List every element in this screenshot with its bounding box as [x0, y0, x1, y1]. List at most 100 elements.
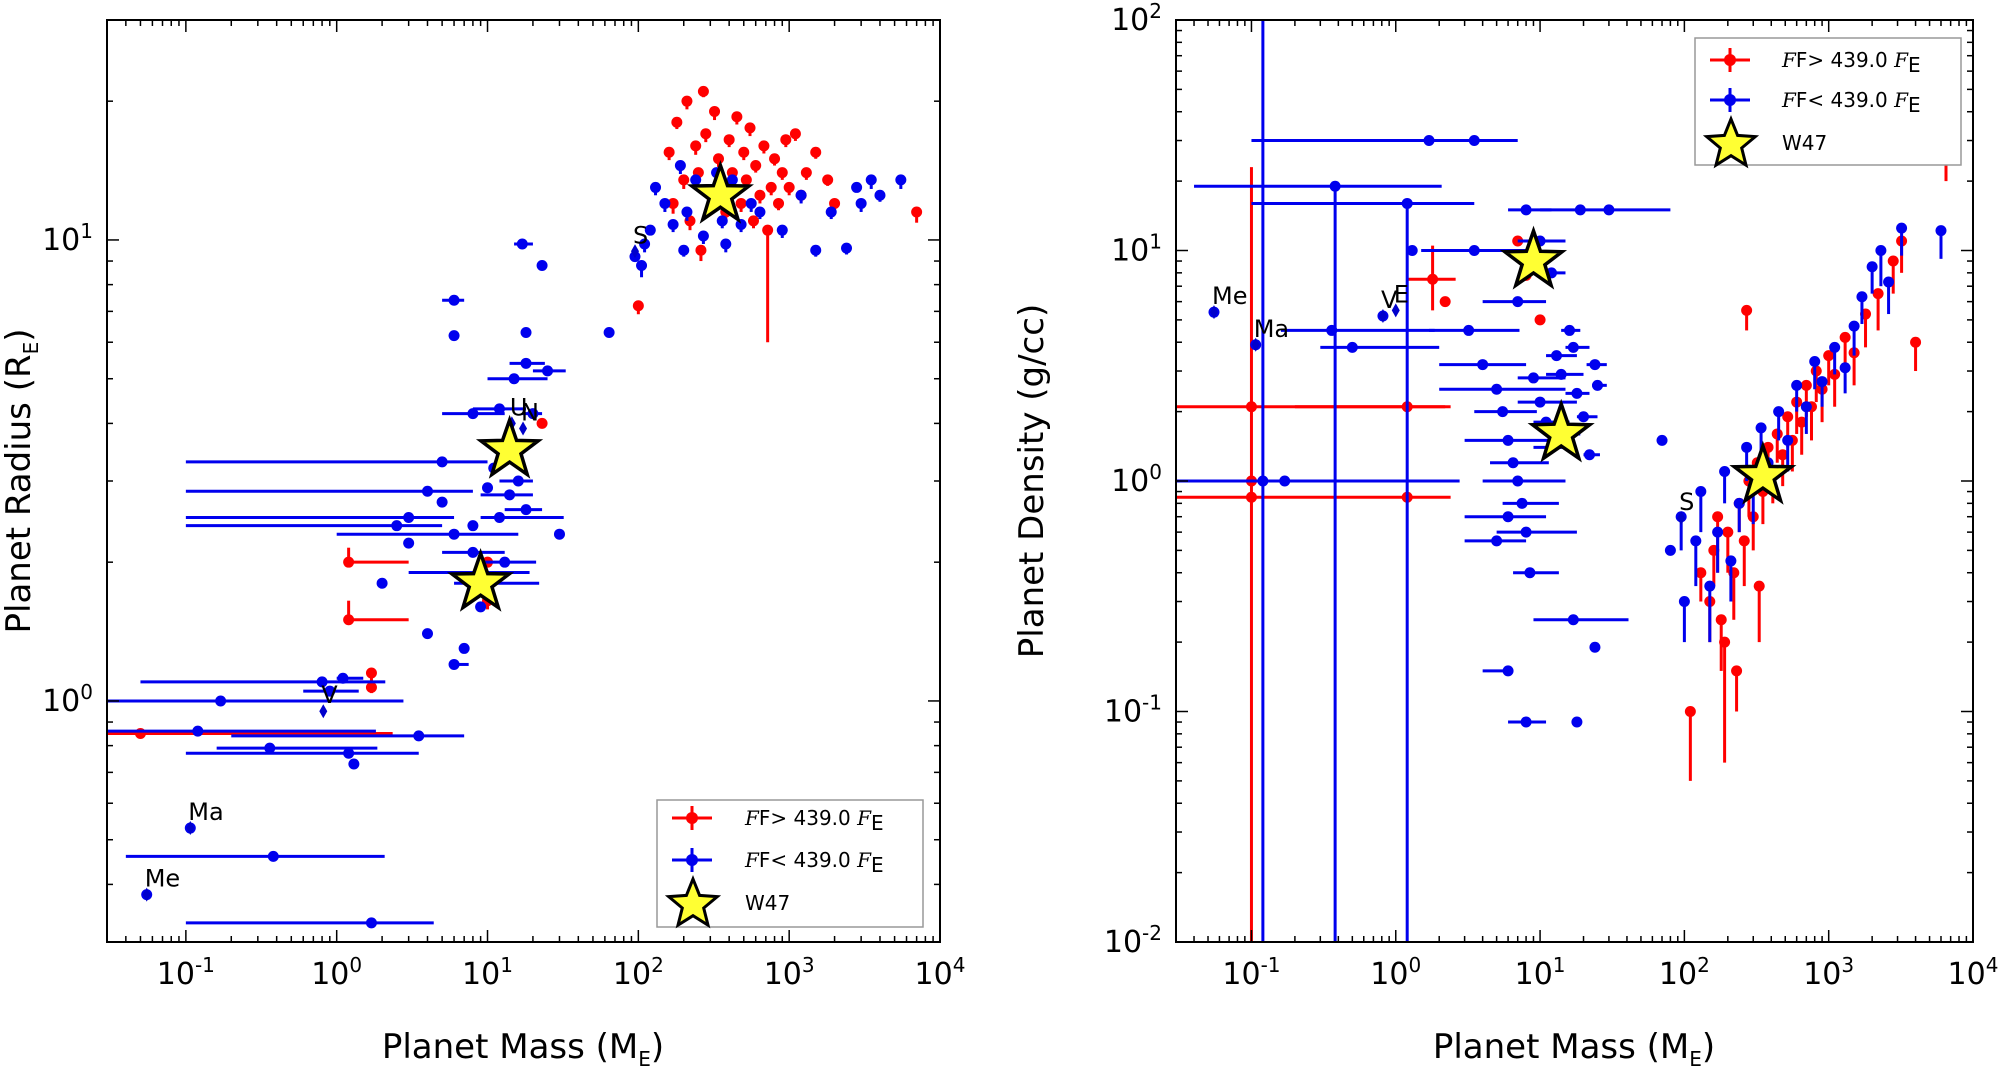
radius-point-cool-27 [442, 408, 505, 420]
density-point-cool-31 [1565, 341, 1590, 353]
density-point-cool-67 [1791, 379, 1803, 412]
density-legend-cool-label: FF< 439.0 FE [1781, 88, 1921, 117]
radius-planet-label-2: V [321, 681, 338, 709]
density-point-cool-9 [1406, 245, 1418, 256]
density-point-cool-5 [1194, 180, 1442, 942]
radius-point-cool-69 [810, 244, 822, 257]
density-x-tick-label-2: 101 [1515, 953, 1566, 992]
density-legend-cool-marker [1710, 88, 1750, 112]
radius-point-cool-19 [442, 546, 505, 558]
radius-point-cool-42 [458, 642, 470, 654]
radius-wasp47-star-2 [686, 159, 754, 224]
radius-point-cool-49 [475, 601, 487, 613]
density-legend: FF> 439.0 FE FF< 439.0 FE W47 [1694, 37, 1962, 169]
radius-point-cool-35 [514, 238, 533, 250]
radius-point-cool-12 [336, 672, 364, 684]
radius-point-cool-40 [376, 577, 388, 589]
density-ticks-layer: 10-1 100 101 102 103 104 10-2 10-1 100 101 102 [1104, 0, 1999, 992]
radius-point-cool-59 [697, 230, 709, 244]
radius-point-hot-35 [762, 224, 774, 343]
radius-point-cool-7 [216, 742, 378, 754]
radius-point-cool-75 [895, 174, 907, 189]
density-point-cool-4 [1176, 475, 1460, 487]
density-wasp47-star-2 [1729, 440, 1797, 505]
radius-legend: FF> 439.0 FE FF< 439.0 FE W47 [656, 799, 924, 929]
radius-point-cool-4 [125, 850, 385, 862]
radius-point-cool-28 [472, 403, 527, 415]
density-point-cool-35 [1586, 359, 1607, 371]
radius-planet-label-5: S [633, 221, 648, 249]
density-point-cool-6 [1280, 324, 1435, 336]
radius-point-cool-13 [448, 658, 469, 670]
density-point-cool-30 [1561, 324, 1581, 336]
density-point-cool-17 [1464, 434, 1552, 446]
density-x-tick-label-0: 10-1 [1222, 953, 1280, 992]
density-wasp47-star-1 [1527, 398, 1595, 463]
radius-solar-marker-2 [319, 704, 328, 719]
radius-point-cool-8 [185, 917, 434, 929]
radius-point-cool-44 [482, 482, 494, 494]
radius-point-cool-22 [480, 512, 564, 524]
radius-point-cool-79 [851, 181, 863, 193]
radius-point-cool-77 [678, 244, 690, 257]
radius-point-cool-41 [421, 628, 433, 640]
radius-x-tick-label-3: 102 [613, 953, 664, 992]
radius-point-cool-37 [520, 326, 532, 338]
density-point-cool-14 [1439, 359, 1527, 371]
radius-point-cool-68 [795, 189, 807, 204]
density-point-cool-20 [1502, 497, 1559, 509]
density-y-tick-label-3: 101 [1111, 230, 1162, 269]
density-point-hot-15 [1722, 526, 1734, 573]
radius-point-cool-14 [185, 456, 488, 468]
radius-point-cool-33 [442, 294, 465, 306]
density-point-cool-33 [1576, 411, 1598, 423]
density-point-cool-48 [1464, 511, 1547, 523]
radius-point-hot-17 [695, 244, 707, 262]
density-point-hot-10 [1684, 706, 1696, 781]
density-point-cool-59 [1725, 555, 1737, 602]
radius-point-cool-66 [754, 206, 766, 220]
radius-point-hot-27 [735, 197, 747, 212]
radius-point-cool-2 [107, 695, 404, 707]
density-point-cool-22 [1513, 567, 1559, 579]
density-point-hot-47 [1731, 665, 1743, 712]
density-point-hot-46 [1719, 636, 1731, 763]
radius-point-cool-30 [509, 357, 545, 369]
density-point-cool-47 [1533, 614, 1629, 626]
radius-point-hot-42 [789, 128, 801, 141]
radius-point-cool-15 [185, 485, 473, 497]
density-legend-hot-label: FF> 439.0 FE [1781, 48, 1921, 77]
density-point-cool-37 [1482, 665, 1514, 677]
radius-point-cool-38 [603, 326, 615, 338]
radius-point-cool-78 [720, 238, 732, 253]
radius-legend-star-label: W47 [745, 891, 790, 915]
radius-point-cool-55 [667, 219, 679, 233]
radius-point-hot-30 [744, 122, 756, 137]
radius-legend-cool-marker [672, 848, 712, 872]
density-legend-star-label: W47 [1782, 131, 1827, 155]
radius-point-hot-7 [536, 417, 548, 429]
radius-x-tick-label-4: 103 [764, 953, 815, 992]
density-y-tick-label-1: 10-1 [1104, 691, 1162, 730]
density-planet-label-2: V [1381, 286, 1398, 314]
radius-x-tick-label-5: 104 [915, 953, 966, 992]
radius-point-cool-24 [480, 489, 533, 501]
radius-point-hot-26 [731, 111, 743, 125]
radius-point-cool-26 [504, 504, 543, 516]
density-point-hot-48 [1753, 580, 1765, 643]
radius-point-hot-24 [723, 134, 735, 148]
density-point-cool-73 [1848, 320, 1860, 356]
density-point-hot-45 [1741, 304, 1753, 331]
radius-planet-label-0: Me [145, 865, 180, 893]
density-point-cool-11 [1294, 135, 1518, 147]
radius-point-cool-43 [467, 520, 479, 532]
radius-point-hot-28 [738, 146, 750, 161]
radius-y-axis-title: Planet Radius (RE) [0, 329, 43, 634]
density-point-cool-58 [1719, 465, 1731, 504]
radius-point-cool-62 [716, 215, 728, 229]
radius-point-cool-71 [841, 242, 853, 255]
density-point-cool-70 [1816, 376, 1828, 407]
radius-point-hot-40 [780, 134, 792, 148]
radius-point-hot-13 [681, 95, 693, 110]
